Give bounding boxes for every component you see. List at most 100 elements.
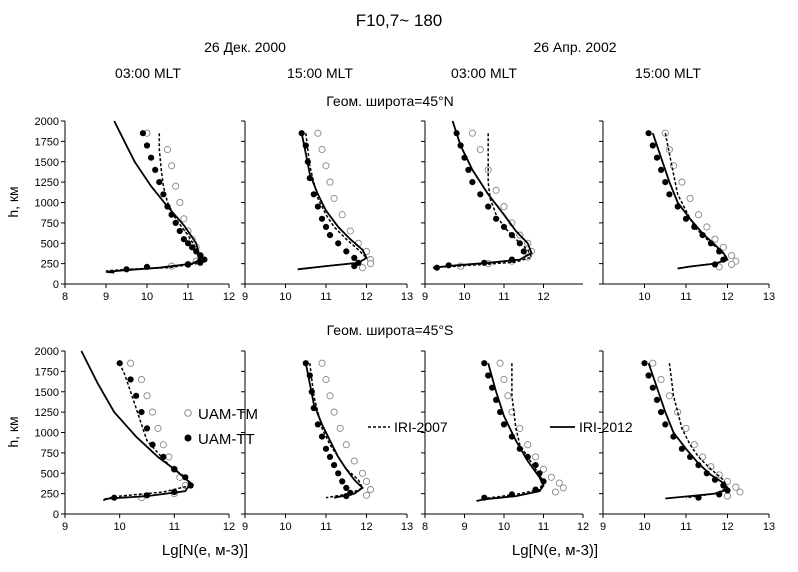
x-tick-label: 10 (279, 521, 291, 533)
series-iri-2007-line (668, 363, 729, 499)
series-uam-tm-point (137, 375, 146, 384)
series-uam-tt-point (343, 484, 350, 491)
series-uam-tm-point (516, 424, 524, 432)
y-tick-label: 1500 (35, 157, 59, 169)
series-uam-tt-point (148, 154, 155, 161)
series-uam-tm-point (330, 408, 338, 416)
series-uam-tm-point (532, 453, 540, 461)
mlt-label-2: 15:00 MLT (287, 65, 353, 81)
series-uam-tm-point (176, 198, 184, 207)
series-uam-tt-point (653, 154, 661, 161)
series-uam-tm-point (665, 145, 673, 154)
series-uam-tm-point (358, 264, 367, 272)
figure-title: F10,7~ 180 (356, 11, 443, 30)
series-iri-2012-line (647, 362, 729, 500)
series-uam-tm-point (468, 129, 476, 137)
series-iri-2012-line (105, 120, 202, 274)
series-uam-tt-point (658, 166, 665, 173)
series-uam-tm-point (555, 479, 563, 487)
series-uam-tm-point (657, 375, 665, 384)
y-tick-label: 1250 (35, 177, 59, 189)
y-tick-label: 750 (41, 448, 59, 460)
series-uam-tm-point (703, 223, 711, 231)
series-uam-tm-point (476, 145, 484, 154)
series-uam-tt-point (500, 421, 508, 428)
row-label-south: Геом. широта=45°S (327, 322, 454, 338)
series-uam-tm-point (678, 178, 686, 186)
series-uam-tt-point (465, 166, 472, 173)
series-uam-tm-point (346, 227, 354, 235)
series-uam-tt-point (322, 445, 330, 452)
series-uam-tm-point (318, 145, 326, 154)
x-tick-label: 10 (114, 521, 126, 533)
series-uam-tt-point (649, 142, 656, 149)
x-tick-label: 9 (461, 521, 467, 533)
x-tick-label: 8 (62, 291, 68, 303)
series-uam-tt-point (339, 478, 346, 485)
series-uam-tm-point (358, 469, 367, 477)
series-uam-tt-point (318, 433, 326, 440)
x-tick-label: 10 (638, 521, 650, 533)
series-uam-tm-point (172, 182, 180, 190)
x-tick-label: 13 (763, 521, 775, 533)
x-tick-label: 9 (600, 521, 606, 533)
series-uam-tt-point (520, 248, 527, 255)
series-uam-tm-point (159, 441, 167, 449)
x-tick-label: 11 (498, 291, 509, 303)
series-uam-tm-point (559, 484, 567, 492)
series-uam-tm-point (686, 194, 694, 202)
series-uam-tm-point (674, 408, 682, 416)
chart-panel-4: 10 11 12 13 (599, 120, 775, 303)
legend-uam-tm-label: UAM-TM (198, 406, 258, 423)
series-iri-2007-line (105, 133, 202, 274)
series-uam-tt-point (653, 396, 661, 403)
x-tick-label: 13 (401, 521, 413, 533)
series-iri-2007-line (664, 133, 729, 270)
x-tick-label: 11 (680, 521, 691, 533)
series-uam-tm-point (665, 392, 673, 400)
x-tick-label: 9 (103, 291, 109, 303)
x-tick-label: 11 (538, 521, 549, 533)
series-uam-tt-point (184, 240, 192, 247)
series-uam-tt-point (335, 470, 342, 477)
mlt-label-4: 15:00 MLT (635, 65, 701, 81)
series-uam-tt-point (133, 392, 140, 399)
series-uam-tm-point (539, 465, 548, 473)
series-uam-tt-point (695, 462, 702, 469)
x-tick-label: 13 (401, 291, 413, 303)
series-uam-tm-point (180, 215, 188, 223)
series-uam-tt-point (641, 360, 648, 367)
series-iri-2012-line (80, 350, 192, 501)
y-axis-label-top: h, км (5, 186, 21, 217)
series-uam-tm-point (723, 492, 732, 500)
series-uam-tt-point (481, 360, 488, 367)
series-uam-tm-point (711, 235, 719, 243)
series-uam-tm-point (165, 453, 173, 461)
date-label-2000: 26 Дек. 2000 (204, 39, 286, 55)
series-uam-tt-point (532, 462, 539, 469)
series-uam-tt-point (645, 130, 652, 137)
series-uam-tm-point (732, 483, 740, 491)
x-tick-label: 10 (458, 291, 470, 303)
series-uam-tt-point (298, 130, 305, 137)
series-uam-tm-point (330, 194, 338, 202)
series-uam-tm-point (728, 251, 736, 260)
series-uam-tt-point (351, 254, 358, 261)
series-uam-tt-point (658, 409, 665, 416)
series-uam-tt-point (477, 191, 484, 198)
x-tick-label: 11 (182, 291, 193, 303)
series-uam-tt-point (335, 240, 342, 247)
x-tick-label: 12 (360, 521, 372, 533)
series-iri-2012-line (304, 363, 364, 499)
series-iri-2012-line (476, 362, 545, 502)
series-uam-tt-point (326, 232, 334, 239)
series-iri-2012-line (297, 133, 368, 271)
x-tick-label: 11 (320, 291, 331, 303)
x-tick-label: 9 (242, 521, 248, 533)
series-uam-tt-point (180, 236, 187, 243)
mlt-label-3: 03:00 MLT (451, 65, 517, 81)
x-tick-label: 12 (360, 291, 372, 303)
chart-panel-1: 8 9 10 11 12 0 250 500 750 1000 1250 1500 1750 2000 (35, 116, 236, 303)
y-tick-label: 1000 (35, 198, 59, 210)
